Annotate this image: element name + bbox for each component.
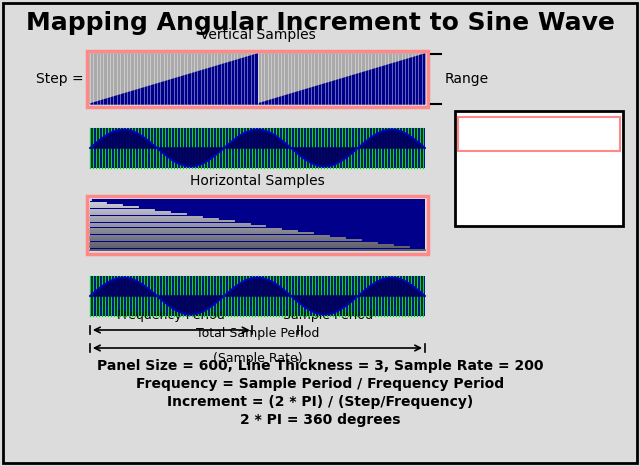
Bar [455, 111, 623, 226]
Text: Increment = (2 * PI) / (Step/Frequency): Increment = (2 * PI) / (Step/Frequency) [167, 395, 473, 409]
Text: 2 * PI = 360 degrees: 2 * PI = 360 degrees [240, 413, 400, 427]
Polygon shape [90, 54, 257, 104]
Polygon shape [539, 119, 618, 149]
Text: Vertical Samples: Vertical Samples [200, 28, 316, 42]
Polygon shape [460, 119, 539, 149]
Bar [460, 163, 618, 187]
Text: Total Sample Period: Total Sample Period [196, 327, 319, 340]
Bar [90, 199, 425, 251]
Text: Frequency = Sample Period / Frequency Period: Frequency = Sample Period / Frequency Pe… [136, 377, 504, 391]
Text: (Sample Rate): (Sample Rate) [212, 352, 302, 365]
Polygon shape [257, 54, 425, 104]
Polygon shape [257, 54, 425, 104]
Text: Horizontal Samples: Horizontal Samples [190, 174, 325, 188]
Text: Mapping Angular Increment to Sine Wave: Mapping Angular Increment to Sine Wave [26, 11, 614, 35]
Text: Range: Range [445, 72, 489, 86]
Text: Panel Size = 600, Line Thickness = 3, Sample Rate = 200: Panel Size = 600, Line Thickness = 3, Sa… [97, 359, 543, 373]
Bar [87, 196, 428, 254]
Bar [87, 51, 428, 107]
Polygon shape [460, 119, 539, 149]
Text: Frequency Period: Frequency Period [117, 309, 225, 322]
Text: Step =: Step = [36, 72, 84, 86]
Bar [460, 119, 618, 149]
Polygon shape [90, 54, 257, 104]
Bar [90, 128, 425, 168]
Text: Sample Period: Sample Period [283, 309, 372, 322]
Bar [458, 117, 620, 151]
Bar [90, 54, 425, 104]
Bar [90, 276, 425, 316]
Text: Scaled Representation: Scaled Representation [468, 206, 610, 216]
Polygon shape [539, 119, 618, 149]
